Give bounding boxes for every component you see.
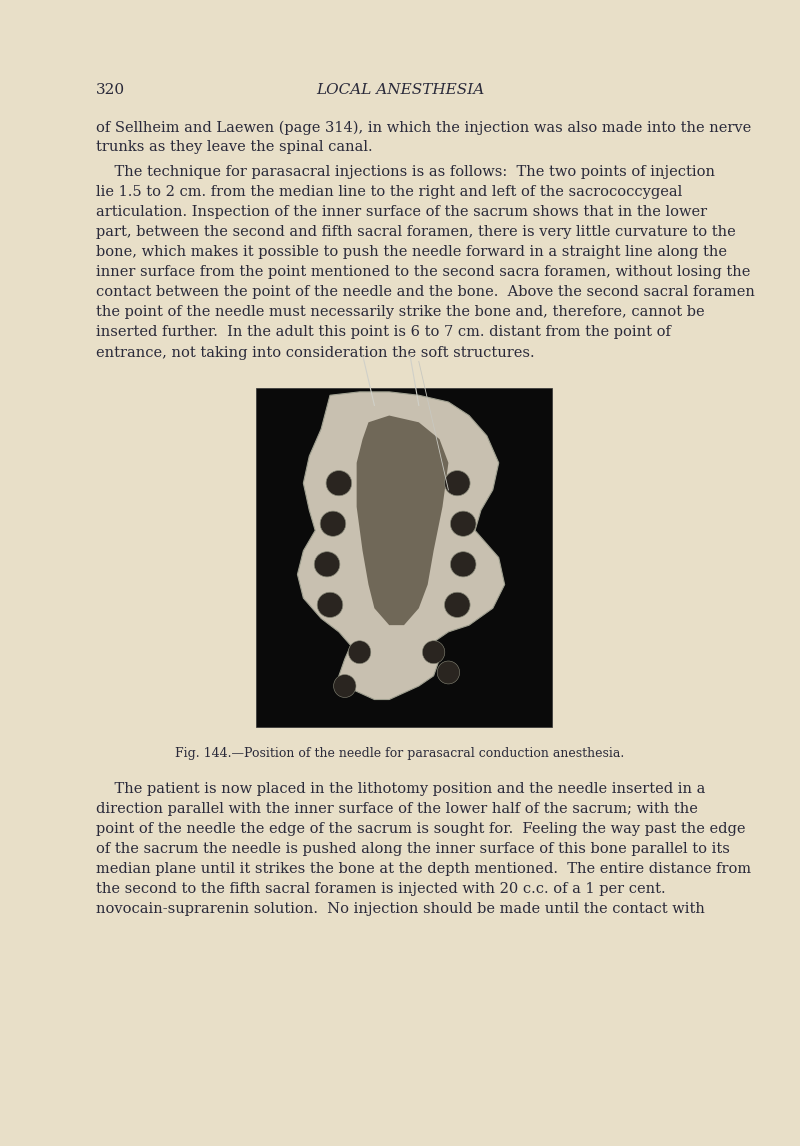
Ellipse shape [349,641,371,664]
Ellipse shape [450,551,476,576]
Text: bone, which makes it possible to push the needle forward in a straight line alon: bone, which makes it possible to push th… [96,245,727,259]
Ellipse shape [326,471,352,496]
FancyBboxPatch shape [256,388,552,727]
Ellipse shape [450,511,476,536]
Text: LOCAL ANESTHESIA: LOCAL ANESTHESIA [316,83,484,96]
Text: 320: 320 [96,83,125,96]
Ellipse shape [320,511,346,536]
Text: The patient is now placed in the lithotomy position and the needle inserted in a: The patient is now placed in the lithoto… [96,782,706,795]
Ellipse shape [317,592,343,618]
Text: contact between the point of the needle and the bone.  Above the second sacral f: contact between the point of the needle … [96,285,755,299]
Text: Fig. 144.—Position of the needle for parasacral conduction anesthesia.: Fig. 144.—Position of the needle for par… [175,747,625,760]
Ellipse shape [422,641,445,664]
Ellipse shape [445,592,470,618]
Text: point of the needle the edge of the sacrum is sought for.  Feeling the way past : point of the needle the edge of the sacr… [96,822,746,835]
Ellipse shape [445,471,470,496]
Ellipse shape [314,551,340,576]
Polygon shape [298,392,505,699]
Text: direction parallel with the inner surface of the lower half of the sacrum; with : direction parallel with the inner surfac… [96,802,698,816]
Text: trunks as they leave the spinal canal.: trunks as they leave the spinal canal. [96,141,373,155]
Text: part, between the second and fifth sacral foramen, there is very little curvatur: part, between the second and fifth sacra… [96,226,736,240]
Text: inserted further.  In the adult this point is 6 to 7 cm. distant from the point : inserted further. In the adult this poin… [96,325,671,339]
Text: the point of the needle must necessarily strike the bone and, therefore, cannot : the point of the needle must necessarily… [96,306,705,320]
Ellipse shape [334,675,356,698]
Polygon shape [357,416,448,626]
Text: articulation. Inspection of the inner surface of the sacrum shows that in the lo: articulation. Inspection of the inner su… [96,205,707,219]
Text: inner surface from the point mentioned to the second sacra foramen, without losi: inner surface from the point mentioned t… [96,266,750,280]
Text: of the sacrum the needle is pushed along the inner surface of this bone parallel: of the sacrum the needle is pushed along… [96,841,730,856]
Text: novocain-suprarenin solution.  No injection should be made until the contact wit: novocain-suprarenin solution. No injecti… [96,902,705,916]
Text: entrance, not taking into consideration the soft structures.: entrance, not taking into consideration … [96,346,534,360]
Text: lie 1.5 to 2 cm. from the median line to the right and left of the sacrococcygea: lie 1.5 to 2 cm. from the median line to… [96,185,682,199]
Text: the second to the fifth sacral foramen is injected with 20 c.c. of a 1 per cent.: the second to the fifth sacral foramen i… [96,882,666,896]
Ellipse shape [437,661,459,684]
Text: The technique for parasacral injections is as follows:  The two points of inject: The technique for parasacral injections … [96,165,715,179]
Text: of Sellheim and Laewen (page 314), in which the injection was also made into the: of Sellheim and Laewen (page 314), in wh… [96,120,751,135]
Text: median plane until it strikes the bone at the depth mentioned.  The entire dista: median plane until it strikes the bone a… [96,862,751,876]
